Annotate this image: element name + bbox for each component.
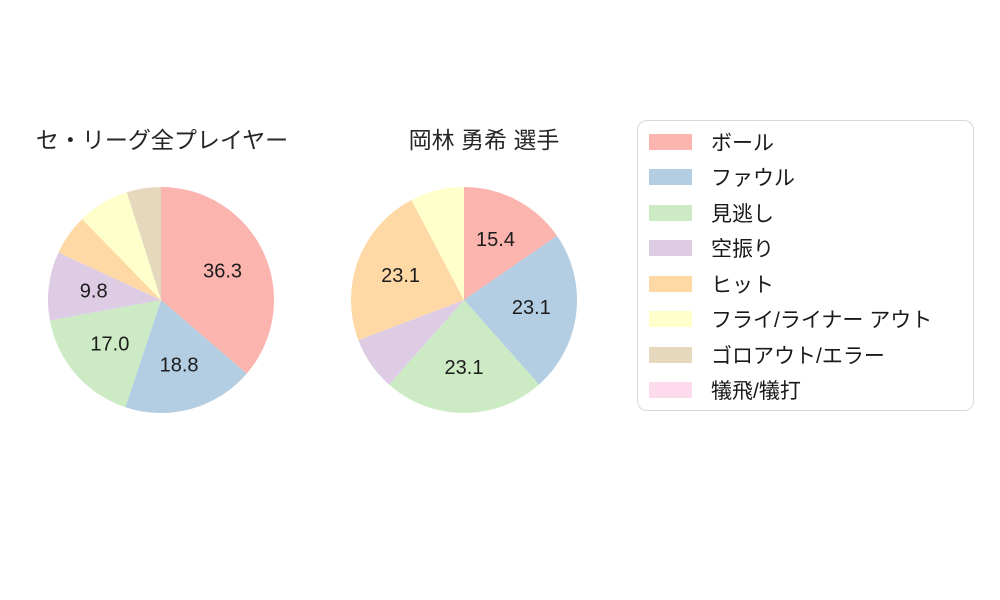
legend-row: ヒット xyxy=(638,266,973,302)
legend-label: フライ/ライナー アウト xyxy=(711,309,933,333)
pie-value-label: 23.1 xyxy=(512,297,551,319)
pie-value-label: 23.1 xyxy=(381,265,420,287)
legend-swatch-icon xyxy=(649,346,692,363)
legend-swatch-icon xyxy=(649,133,692,150)
pie-slice-2 xyxy=(49,300,162,408)
legend-swatch-icon xyxy=(649,169,692,186)
legend-swatch-icon xyxy=(649,204,692,221)
legend-swatch-icon xyxy=(649,275,692,292)
pie-slice-3 xyxy=(48,252,161,321)
legend-label: 見逃し xyxy=(711,202,774,226)
chart-title-league: セ・リーグ全プレイヤー xyxy=(35,127,289,153)
pie-slice-0 xyxy=(464,187,557,300)
pie-value-label: 23.1 xyxy=(445,357,484,379)
pie-slice-1 xyxy=(464,235,577,385)
legend-label: 犠飛/犠打 xyxy=(711,380,801,404)
pie-chart-player: 15.4 23.1 23.1 23.1 xyxy=(351,187,577,413)
legend: ボール ファウル 見逃し 空振り ヒット xyxy=(637,120,974,411)
pie-value-label: 36.3 xyxy=(203,261,242,283)
legend-label: ゴロアウト/エラー xyxy=(711,344,885,368)
chart-title-player: 岡林 勇希 選手 xyxy=(408,127,560,153)
legend-row: 空振り xyxy=(638,231,973,267)
legend-label: ファウル xyxy=(711,167,795,191)
pie-slice-5 xyxy=(82,192,161,300)
pie-value-label: 17.0 xyxy=(90,334,129,356)
legend-row: 見逃し xyxy=(638,195,973,231)
pie-slice-4 xyxy=(351,199,464,341)
pie-chart-league: 36.3 18.8 17.0 9.8 xyxy=(48,187,274,413)
pie-slice-0 xyxy=(161,187,274,374)
pie-value-label: 18.8 xyxy=(160,354,199,376)
legend-row: ボール xyxy=(638,124,973,160)
pie-slice-1 xyxy=(125,300,247,413)
pie-slice-4 xyxy=(58,219,162,300)
legend-row: 犠飛/犠打 xyxy=(638,373,973,409)
legend-row: ゴロアウト/エラー xyxy=(638,337,973,373)
legend-row: ファウル xyxy=(638,160,973,196)
pie-slice-6 xyxy=(126,187,161,300)
pie-slice-5 xyxy=(411,187,464,300)
legend-row: フライ/ライナー アウト xyxy=(638,302,973,338)
legend-swatch-icon xyxy=(649,240,692,257)
pie-slice-3 xyxy=(358,300,464,385)
legend-label: 空振り xyxy=(711,238,774,262)
pie-slice-2 xyxy=(389,300,539,413)
legend-swatch-icon xyxy=(649,382,692,399)
pie-value-label: 9.8 xyxy=(80,281,108,303)
legend-swatch-icon xyxy=(649,311,692,328)
pie-value-label: 15.4 xyxy=(476,229,515,251)
legend-label: ヒット xyxy=(711,273,774,297)
legend-label: ボール xyxy=(711,131,774,155)
